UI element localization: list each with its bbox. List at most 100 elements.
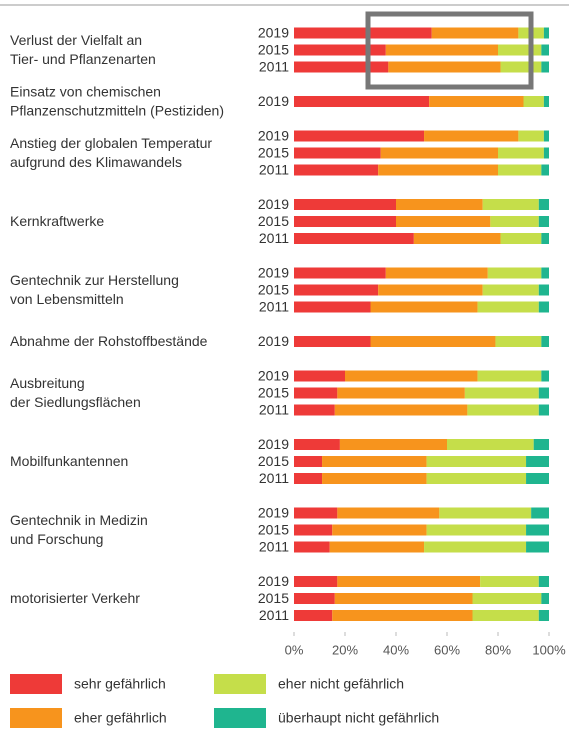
bar-segment: [464, 387, 539, 399]
bar-segment: [380, 147, 498, 159]
bar-segment: [538, 576, 549, 587]
bar-segment: [337, 507, 440, 519]
year-label: 2015: [258, 213, 289, 229]
bar-segment: [541, 44, 549, 56]
bar-segment: [482, 199, 539, 210]
bar-segment: [541, 370, 549, 382]
group-label: Abnahme der Rohstoffbestände: [10, 333, 208, 349]
bar-segment: [294, 404, 335, 416]
bar-segment: [294, 199, 396, 210]
bar-segment: [332, 524, 427, 536]
highlight-frame: [365, 11, 534, 90]
year-label: 2019: [258, 25, 289, 41]
year-label: 2015: [258, 42, 289, 58]
year-label: 2019: [258, 436, 289, 452]
bar-segment: [541, 233, 549, 244]
legend-swatch: [214, 708, 266, 728]
bar-segment: [329, 541, 425, 553]
bar-segment: [495, 336, 542, 347]
legend-label: eher nicht gefährlich: [278, 676, 404, 692]
x-tick-label: 0%: [285, 642, 304, 657]
bar-segment: [294, 147, 381, 159]
bar-segment: [294, 164, 379, 176]
bar-segment: [294, 27, 432, 39]
bar-segment: [334, 404, 468, 416]
group-label: Mobilfunkantennen: [10, 453, 128, 469]
bar-segment: [538, 199, 549, 210]
bar-segment: [431, 27, 519, 39]
bar-segment: [526, 456, 549, 467]
bar-segment: [294, 439, 340, 450]
bar-segment: [523, 96, 544, 107]
legend-label: überhaupt nicht gefährlich: [278, 710, 439, 726]
bar-segment: [429, 96, 524, 107]
bar-segment: [294, 61, 389, 73]
x-tick-label: 60%: [434, 642, 460, 657]
bar-segment: [531, 507, 549, 519]
bar-segment: [385, 44, 498, 56]
year-label: 2011: [259, 59, 289, 75]
year-label: 2011: [259, 607, 289, 623]
legend-swatch: [10, 708, 62, 728]
bar-segment: [294, 610, 333, 621]
year-label: 2011: [259, 539, 289, 555]
bar-segment: [541, 164, 549, 176]
year-label: 2011: [259, 470, 289, 486]
legend-swatch: [10, 674, 62, 694]
group-label: aufgrund des Klimawandels: [10, 154, 182, 170]
bar-segment: [294, 284, 379, 296]
bar-segment: [337, 387, 465, 399]
group-label: Anstieg der globalen Temperatur: [10, 135, 212, 151]
bar-segment: [543, 130, 549, 142]
year-label: 2015: [258, 590, 289, 606]
year-label: 2019: [258, 505, 289, 521]
group-label: von Lebensmitteln: [10, 291, 124, 307]
bar-segment: [543, 147, 549, 159]
group-label: Einsatz von chemischen: [10, 84, 161, 100]
group-label: Gentechnik zur Herstellung: [10, 272, 179, 288]
bar-segment: [426, 524, 527, 536]
bar-segment: [345, 370, 478, 382]
bar-segment: [294, 370, 345, 382]
group-label: Tier- und Pflanzenarten: [10, 51, 156, 67]
bar-segment: [337, 576, 481, 587]
bar-segment: [538, 387, 549, 399]
group-label: Pflanzenschutzmitteln (Pestiziden): [10, 103, 224, 119]
bar-segment: [526, 473, 549, 484]
x-tick-label: 100%: [532, 642, 566, 657]
bar-segment: [480, 576, 539, 587]
x-tick-label: 40%: [383, 642, 409, 657]
bar-segment: [541, 336, 549, 347]
bar-segment: [370, 336, 496, 347]
bar-segment: [339, 439, 447, 450]
bar-segment: [396, 216, 491, 227]
bar-segment: [294, 233, 414, 244]
bar-segment: [541, 61, 549, 73]
group-label: Verlust der Vielfalt an: [10, 32, 142, 48]
year-label: 2011: [259, 299, 289, 315]
year-label: 2019: [258, 128, 289, 144]
year-label: 2019: [258, 368, 289, 384]
bar-segment: [294, 216, 396, 227]
bar-segment: [294, 593, 335, 604]
bar-segment: [424, 130, 519, 142]
bar-segment: [370, 301, 478, 313]
bar-segment: [294, 507, 338, 519]
year-label: 2019: [258, 196, 289, 212]
bar-segment: [467, 404, 539, 416]
bar-segment: [385, 267, 488, 279]
group-label: Kernkraftwerke: [10, 213, 104, 229]
group-label: der Siedlungsflächen: [10, 394, 141, 410]
bar-segment: [294, 541, 330, 553]
bar-segment: [378, 164, 498, 176]
bar-segment: [294, 576, 338, 587]
bar-segment: [332, 610, 473, 621]
bar-segment: [426, 456, 527, 467]
legend-label: sehr gefährlich: [74, 676, 166, 692]
year-label: 2019: [258, 265, 289, 281]
bar-segment: [472, 593, 542, 604]
bar-segment: [322, 473, 427, 484]
bar-segment: [526, 541, 549, 553]
group-label: Ausbreitung: [10, 375, 85, 391]
year-label: 2019: [258, 573, 289, 589]
